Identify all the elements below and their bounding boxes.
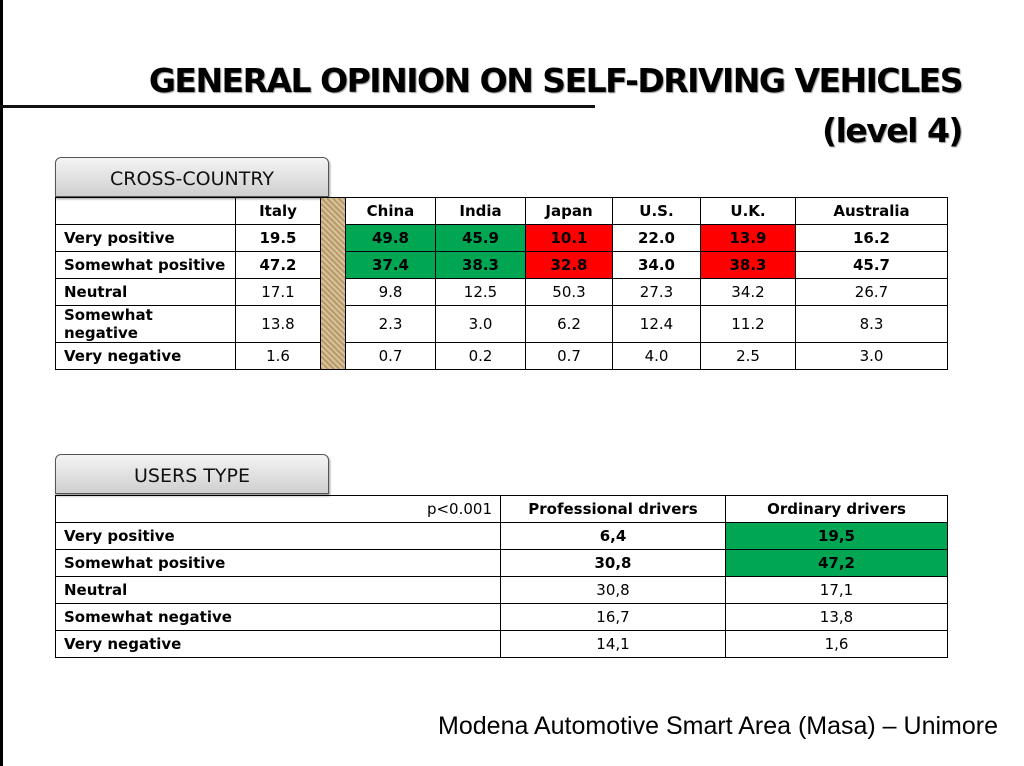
cross-country-table: Italy China India Japan U.S. U.K. Austra… bbox=[55, 197, 948, 370]
table-row: Somewhat negative 13.8 2.3 3.0 6.2 12.4 … bbox=[55, 305, 948, 343]
row-label: Neutral bbox=[55, 278, 236, 306]
cell: 17.1 bbox=[235, 278, 321, 306]
cell: 1,6 bbox=[725, 630, 948, 658]
title-line-1: GENERAL OPINION ON SELF-DRIVING VEHICLES bbox=[148, 61, 964, 100]
table-row: Somewhat positive 30,8 47,2 bbox=[55, 549, 948, 577]
cell: 0.7 bbox=[525, 342, 613, 370]
cell: 32.8 bbox=[525, 251, 613, 279]
row-label: Very negative bbox=[55, 630, 501, 658]
cell: 27.3 bbox=[612, 278, 701, 306]
cell: 0.2 bbox=[435, 342, 526, 370]
table-header-row: p<0.001 Professional drivers Ordinary dr… bbox=[55, 495, 948, 523]
col-ordinary: Ordinary drivers bbox=[725, 495, 948, 523]
cell: 16.2 bbox=[795, 224, 948, 252]
col-us: U.S. bbox=[612, 197, 701, 225]
cell: 49.8 bbox=[345, 224, 436, 252]
cell: 12.4 bbox=[612, 305, 701, 343]
cell: 45.9 bbox=[435, 224, 526, 252]
table-header-row: Italy China India Japan U.S. U.K. Austra… bbox=[55, 197, 948, 370]
cell: 19,5 bbox=[725, 522, 948, 550]
title-line-2: (level 4) bbox=[821, 111, 964, 150]
cell: 2.3 bbox=[345, 305, 436, 343]
slide-title: GENERAL OPINION ON SELF-DRIVING VEHICLES… bbox=[148, 56, 964, 156]
significance-note: p<0.001 bbox=[55, 495, 501, 523]
cell: 10.1 bbox=[525, 224, 613, 252]
cell: 11.2 bbox=[700, 305, 796, 343]
table-row: Somewhat positive 47.2 37.4 38.3 32.8 34… bbox=[55, 251, 948, 279]
cell: 13,8 bbox=[725, 603, 948, 631]
cell: 8.3 bbox=[795, 305, 948, 343]
texture-separator bbox=[320, 197, 346, 370]
cell: 22.0 bbox=[612, 224, 701, 252]
table-row: Neutral 17.1 9.8 12.5 50.3 27.3 34.2 26.… bbox=[55, 278, 948, 306]
col-uk: U.K. bbox=[700, 197, 796, 225]
col-australia: Australia bbox=[795, 197, 948, 225]
row-label: Very positive bbox=[55, 224, 236, 252]
table-row: Very positive 19.5 49.8 45.9 10.1 22.0 1… bbox=[55, 224, 948, 252]
header-empty bbox=[55, 197, 236, 225]
cell: 1.6 bbox=[235, 342, 321, 370]
users-type-label: USERS TYPE bbox=[55, 454, 329, 494]
row-label: Somewhat negative bbox=[55, 305, 236, 343]
col-japan: Japan bbox=[525, 197, 613, 225]
col-india: India bbox=[435, 197, 526, 225]
title-divider bbox=[0, 105, 595, 108]
slide-left-border bbox=[0, 0, 3, 766]
footer-credit: Modena Automotive Smart Area (Masa) – Un… bbox=[438, 712, 998, 740]
row-label: Somewhat positive bbox=[55, 549, 501, 577]
cross-country-label: CROSS-COUNTRY bbox=[55, 157, 329, 197]
cell: 26.7 bbox=[795, 278, 948, 306]
cell: 14,1 bbox=[500, 630, 726, 658]
cell: 13.8 bbox=[235, 305, 321, 343]
cell: 47,2 bbox=[725, 549, 948, 577]
cell: 9.8 bbox=[345, 278, 436, 306]
cell: 3.0 bbox=[435, 305, 526, 343]
cell: 45.7 bbox=[795, 251, 948, 279]
table-row: Neutral 30,8 17,1 bbox=[55, 576, 948, 604]
cell: 3.0 bbox=[795, 342, 948, 370]
cell: 6.2 bbox=[525, 305, 613, 343]
table-row: Very negative 14,1 1,6 bbox=[55, 630, 948, 658]
table-row: Somewhat negative 16,7 13,8 bbox=[55, 603, 948, 631]
col-italy: Italy bbox=[235, 197, 321, 225]
cell: 13.9 bbox=[700, 224, 796, 252]
cell: 38.3 bbox=[700, 251, 796, 279]
cell: 30,8 bbox=[500, 576, 726, 604]
cell: 47.2 bbox=[235, 251, 321, 279]
cell: 17,1 bbox=[725, 576, 948, 604]
cell: 19.5 bbox=[235, 224, 321, 252]
cell: 6,4 bbox=[500, 522, 726, 550]
cell: 34.0 bbox=[612, 251, 701, 279]
row-label: Neutral bbox=[55, 576, 501, 604]
cell: 0.7 bbox=[345, 342, 436, 370]
cell: 16,7 bbox=[500, 603, 726, 631]
cell: 2.5 bbox=[700, 342, 796, 370]
cell: 4.0 bbox=[612, 342, 701, 370]
users-type-table: p<0.001 Professional drivers Ordinary dr… bbox=[55, 495, 948, 658]
cell: 34.2 bbox=[700, 278, 796, 306]
cell: 37.4 bbox=[345, 251, 436, 279]
col-china: China bbox=[345, 197, 436, 225]
row-label: Very positive bbox=[55, 522, 501, 550]
row-label: Somewhat negative bbox=[55, 603, 501, 631]
col-professional: Professional drivers bbox=[500, 495, 726, 523]
row-label: Somewhat positive bbox=[55, 251, 236, 279]
cell: 38.3 bbox=[435, 251, 526, 279]
cell: 12.5 bbox=[435, 278, 526, 306]
cell: 30,8 bbox=[500, 549, 726, 577]
row-label: Very negative bbox=[55, 342, 236, 370]
cell: 50.3 bbox=[525, 278, 613, 306]
table-row: Very negative 1.6 0.7 0.2 0.7 4.0 2.5 3.… bbox=[55, 342, 948, 370]
table-row: Very positive 6,4 19,5 bbox=[55, 522, 948, 550]
